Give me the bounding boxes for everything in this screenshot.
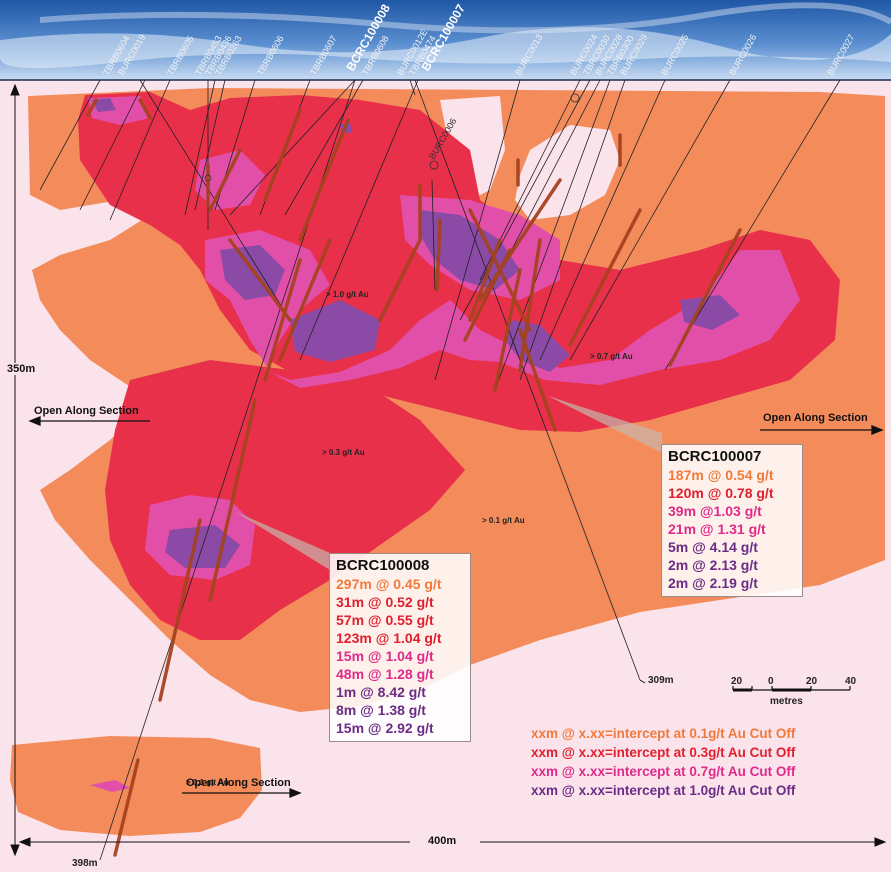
open-along-section-left: Open Along Section — [34, 405, 139, 417]
legend-item: xxm @ x.xx=intercept at 1.0g/t Au Cut Of… — [531, 783, 796, 798]
scale-unit-label: metres — [770, 696, 803, 707]
intercept-row: 48m @ 1.28 g/t — [336, 666, 434, 682]
intercept-row: 2m @ 2.19 g/t — [668, 575, 758, 591]
intercept-row: 2m @ 2.13 g/t — [668, 557, 758, 573]
drillhole-traces — [39, 79, 841, 861]
zone-label: > 0.3 g/t Au — [322, 448, 365, 457]
zone-1-0-f — [680, 295, 740, 330]
intercept-row: 57m @ 0.55 g/t — [336, 612, 434, 628]
legend-item: xxm @ x.xx=intercept at 0.1g/t Au Cut Of… — [531, 726, 796, 741]
open-along-section-right: Open Along Section — [763, 412, 868, 424]
scale-tick-label: 20 — [731, 676, 743, 687]
legend-item: xxm @ x.xx=intercept at 0.3g/t Au Cut Of… — [531, 745, 796, 760]
callout-pointer-7 — [548, 396, 662, 453]
callout-bcrc100007: BCRC100007 187m @ 0.54 g/t 120m @ 0.78 g/… — [661, 444, 803, 597]
scale-tick-label: 20 — [806, 676, 818, 687]
callout-pointer-8 — [236, 512, 330, 570]
dimension-lines — [10, 83, 887, 857]
intercept-row: 120m @ 0.78 g/t — [668, 485, 774, 501]
collar-marker — [570, 93, 580, 103]
intercept-row: 8m @ 1.38 g/t — [336, 702, 426, 718]
callout-title: BCRC100007 — [668, 448, 762, 465]
scale-tick-label: 0 — [768, 676, 774, 687]
intercept-row: 31m @ 0.52 g/t — [336, 594, 434, 610]
intercept-row: 5m @ 4.14 g/t — [668, 539, 758, 555]
callout-bcrc100008: BCRC100008 297m @ 0.45 g/t 31m @ 0.52 g/t… — [329, 553, 471, 742]
intercept-row: 15m @ 1.04 g/t — [336, 648, 434, 664]
width-label: 400m — [428, 835, 457, 847]
zone-label: > 0.1 g/t Au — [186, 778, 229, 787]
scale-tick-label: 40 — [845, 676, 857, 687]
depth-label-bottom: 398m — [72, 858, 98, 869]
callout-title: BCRC100008 — [336, 557, 430, 574]
open-along-section-bottom: Open Along Section — [186, 777, 291, 789]
intercept-row: 187m @ 0.54 g/t — [668, 467, 774, 483]
intercept-row: 15m @ 2.92 g/t — [336, 720, 434, 736]
zone-label: > 0.7 g/t Au — [590, 352, 633, 361]
legend-item: xxm @ x.xx=intercept at 0.7g/t Au Cut Of… — [531, 764, 796, 779]
zone-hole-1 — [440, 96, 505, 200]
zone-0-7-f — [90, 780, 130, 792]
intercept-row: 21m @ 1.31 g/t — [668, 521, 766, 537]
height-label: 350m — [6, 363, 37, 375]
open-arrows — [28, 416, 884, 798]
drillhole-intercepts — [86, 98, 742, 857]
scale-bar — [732, 686, 851, 692]
zone-label: > 0.1 g/t Au — [482, 516, 525, 525]
depth-label-mid: 309m — [648, 675, 674, 686]
intercept-row: 39m @1.03 g/t — [668, 503, 762, 519]
collar-marker — [204, 174, 212, 182]
zone-label: > 1.0 g/t Au — [326, 290, 369, 299]
intercept-row: 1m @ 8.42 g/t — [336, 684, 426, 700]
zone-0-7-c — [205, 230, 800, 388]
zone-1-0-d — [420, 210, 520, 290]
zone-0-1-bottom — [10, 736, 262, 836]
intercept-row: 123m @ 1.04 g/t — [336, 630, 442, 646]
legend: xxm @ x.xx=intercept at 0.1g/t Au Cut Of… — [531, 724, 795, 800]
intercept-row: 297m @ 0.45 g/t — [336, 576, 442, 592]
zone-0-7-b — [195, 150, 265, 210]
collar-marker — [429, 160, 439, 170]
cloud-streaks — [0, 27, 891, 69]
zone-1-0-c — [290, 300, 380, 362]
zone-1-0-a — [92, 98, 116, 112]
zone-hole-2 — [515, 125, 620, 220]
